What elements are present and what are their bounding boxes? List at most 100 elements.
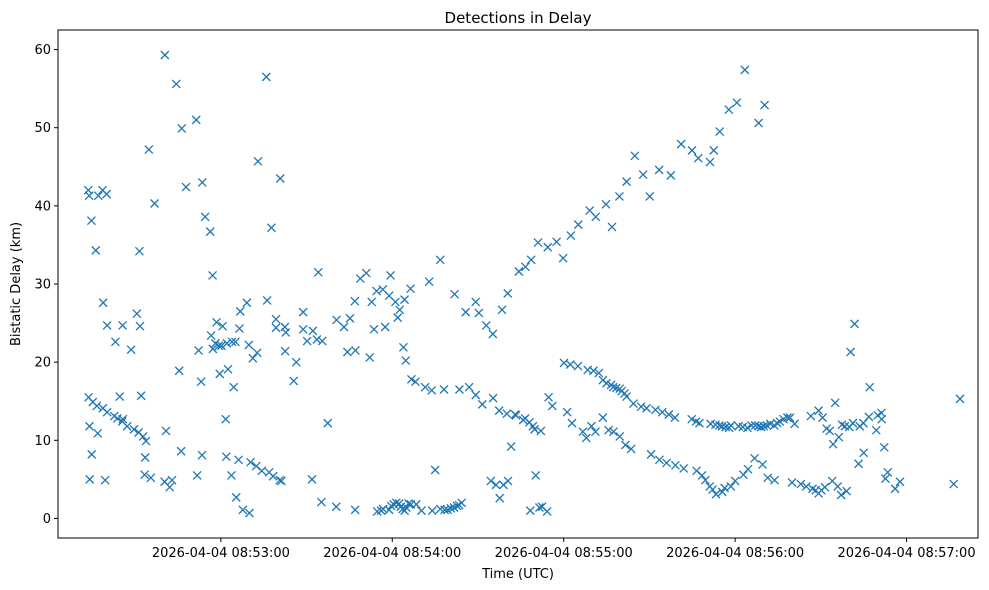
- data-point: [313, 267, 323, 277]
- data-point: [457, 498, 467, 508]
- data-point: [350, 345, 360, 355]
- data-point: [257, 466, 267, 476]
- data-point: [474, 308, 484, 318]
- data-point: [503, 288, 513, 298]
- data-point: [424, 277, 434, 287]
- data-point: [846, 347, 856, 357]
- data-point: [471, 390, 481, 400]
- data-point: [134, 246, 144, 256]
- data-point: [244, 508, 254, 518]
- data-point: [271, 314, 281, 324]
- data-point: [208, 270, 218, 280]
- data-point: [216, 341, 226, 351]
- data-point: [331, 502, 341, 512]
- data-point: [98, 298, 108, 308]
- data-point: [289, 376, 299, 386]
- data-point: [890, 484, 900, 494]
- data-point: [711, 489, 721, 499]
- data-point: [732, 98, 742, 108]
- data-point: [848, 418, 858, 428]
- data-point: [246, 457, 256, 467]
- data-point: [721, 422, 731, 432]
- data-point: [406, 374, 416, 384]
- data-point: [244, 340, 254, 350]
- data-point: [86, 216, 96, 226]
- data-point: [763, 473, 773, 483]
- data-point: [883, 467, 893, 477]
- data-point: [386, 501, 396, 511]
- data-point: [380, 322, 390, 332]
- data-point: [386, 270, 396, 280]
- data-point: [84, 191, 94, 201]
- data-point: [110, 337, 120, 347]
- data-point: [544, 392, 554, 402]
- data-point: [136, 391, 146, 401]
- data-point: [879, 442, 889, 452]
- data-point: [708, 485, 718, 495]
- data-point: [715, 127, 725, 137]
- data-point: [369, 324, 379, 334]
- data-point: [533, 238, 543, 248]
- data-point: [332, 315, 342, 325]
- data-point: [140, 453, 150, 462]
- data-point: [367, 297, 377, 307]
- data-point: [317, 336, 327, 346]
- data-point: [759, 421, 769, 431]
- y-tick-label: 50: [34, 121, 51, 136]
- data-point: [730, 476, 740, 486]
- data-point: [350, 296, 360, 306]
- y-tick-label: 0: [43, 512, 51, 527]
- data-point: [230, 337, 240, 347]
- data-point: [842, 486, 852, 496]
- data-point: [796, 479, 806, 489]
- data-point: [427, 506, 437, 516]
- data-point: [227, 337, 237, 347]
- data-point: [92, 401, 102, 411]
- data-point: [657, 407, 667, 417]
- data-point: [481, 320, 491, 330]
- data-point: [416, 506, 426, 516]
- x-axis-label: Time (UTC): [481, 567, 554, 582]
- data-point: [833, 481, 843, 491]
- data-point: [726, 481, 736, 491]
- x-tick-label: 2026-04-04 08:55:00: [495, 546, 633, 561]
- y-axis-label: Bistatic Delay (km): [9, 222, 24, 346]
- chart-title: Detections in Delay: [445, 9, 592, 27]
- data-point: [132, 309, 142, 319]
- data-point: [865, 382, 875, 392]
- data-point: [212, 317, 222, 327]
- data-point: [638, 170, 648, 180]
- data-point: [782, 413, 792, 423]
- data-point: [242, 298, 252, 308]
- data-point: [226, 471, 236, 480]
- data-point: [871, 425, 881, 435]
- data-point: [543, 242, 553, 252]
- data-point: [234, 455, 244, 465]
- data-point: [536, 426, 546, 436]
- data-point: [756, 422, 766, 432]
- data-point: [760, 100, 770, 110]
- data-point: [454, 385, 464, 394]
- data-point: [302, 336, 312, 346]
- x-tick-label: 2026-04-04 08:56:00: [666, 546, 804, 561]
- data-point: [836, 490, 846, 500]
- data-point: [491, 480, 501, 490]
- x-axis-ticks: 2026-04-04 08:53:00 2026-04-04 08:54:00 20…: [152, 538, 976, 561]
- data-point: [464, 382, 474, 392]
- data-point: [84, 421, 94, 431]
- data-point: [350, 505, 360, 515]
- data-point: [488, 393, 498, 403]
- data-point: [430, 465, 440, 475]
- y-tick-label: 40: [34, 199, 51, 214]
- data-point: [420, 382, 430, 392]
- data-point: [365, 353, 375, 362]
- data-point: [646, 449, 656, 459]
- y-tick-label: 20: [34, 356, 51, 371]
- data-point: [307, 474, 317, 484]
- data-point: [192, 471, 202, 480]
- data-point: [266, 223, 276, 233]
- data-point: [261, 72, 271, 82]
- data-point: [165, 482, 175, 492]
- data-point: [705, 157, 715, 167]
- data-point: [214, 341, 224, 351]
